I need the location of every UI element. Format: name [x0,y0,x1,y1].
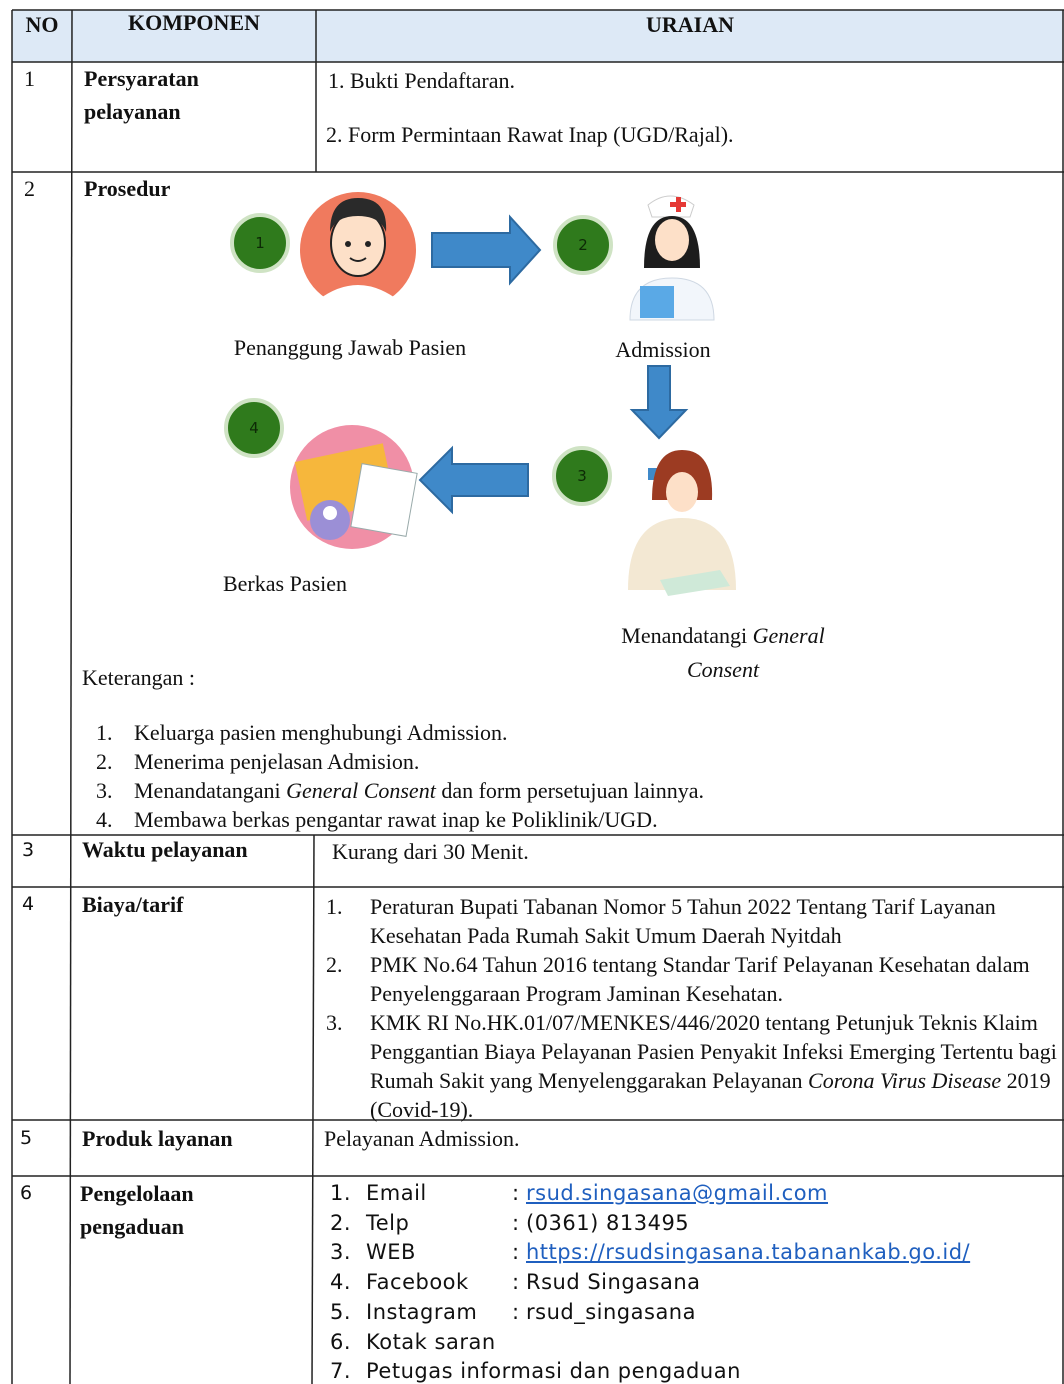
contact-marker: 1. [330,1181,352,1205]
item-text: PMK No.64 Tahun 2016 tentang Standar Tar… [370,952,1030,1006]
komponen: Pengelolaan pengaduan [80,1181,194,1239]
requirement: 1. Bukti Pendaftaran. [328,68,515,93]
note-text: Menandatangani General Consent dan form … [134,776,704,805]
step-number: 1 [255,234,265,252]
contact-marker: 5. [330,1299,352,1324]
komponen: Persyaratan pelayanan [84,66,199,124]
item-marker: 3. [326,1010,343,1035]
contact-link[interactable]: https://rsudsingasana.tabanankab.go.id/ [526,1240,971,1265]
row-no: 6 [20,1182,33,1204]
komponen: Biaya/tarif [82,892,184,917]
row-no: 4 [22,893,35,915]
header-uraian: URAIAN [646,12,734,37]
contact-value: rsud_singasana [526,1298,696,1327]
contact-marker: 4. [330,1270,352,1295]
contact-label: Instagram [366,1299,478,1324]
contact-label: Email [366,1181,427,1205]
text-segment: KMK RI No.HK.01/07/MENKES/446/2020 tenta… [370,1010,1057,1093]
contact-marker: 6. [330,1329,352,1354]
header-komponen: KOMPONEN [128,10,260,35]
contact-sep: : [512,1299,520,1324]
row-no: 3 [22,839,35,861]
item-text: Peraturan Bupati Tabanan Nomor 5 Tahun 2… [370,894,996,948]
step-number: 3 [577,467,587,485]
contact-value: Rsud Singasana [526,1268,701,1297]
text-segment: 2019 (Covid-19). [370,1068,1051,1122]
step-number: 2 [578,236,588,254]
row-no: 2 [24,176,35,201]
contact-sep: : [512,1240,520,1265]
contact-value: (0361) 813495 [526,1209,689,1238]
text-segment: dan form persetujuan lainnya. [435,778,705,803]
contact-label: Facebook [366,1270,469,1295]
contact-label: WEB [366,1240,416,1265]
note-marker: 3. [96,778,113,803]
note-text: Membawa berkas pengantar rawat inap ke P… [134,807,658,832]
diagram [224,192,736,596]
text-segment: Corona Virus Disease [808,1068,1002,1093]
row-no: 5 [20,1127,33,1149]
contact-marker: 7. [330,1359,352,1384]
header-bg [12,10,1064,62]
note-marker: 4. [96,807,113,832]
contact-text: Rsud Singasana [526,1270,701,1295]
note-text: Menerima penjelasan Admision. [134,749,420,774]
contact-marker: 3. [330,1240,352,1265]
contact-sep: : [512,1210,520,1235]
contact-label: Petugas informasi dan pengaduan [366,1359,741,1384]
item-marker: 2. [326,952,343,977]
komponen: Waktu pelayanan [82,837,248,862]
text-segment: General Consent [686,623,825,682]
komponen: Prosedur [84,176,171,201]
note-marker: 2. [96,749,113,774]
contact-link[interactable]: rsud.singasana@gmail.com [526,1181,829,1205]
komponen: Produk layanan [82,1126,233,1151]
step-label: Admission [615,337,711,362]
uraian-text: Kurang dari 30 Menit. [332,839,529,864]
contact-sep: : [512,1270,520,1295]
step-label: Penanggung Jawab Pasien [233,335,467,360]
contact-text: (0361) 813495 [526,1210,690,1235]
contact-sep: : [512,1181,520,1205]
uraian-text: Pelayanan Admission. [324,1126,520,1151]
item-text: KMK RI No.HK.01/07/MENKES/446/2020 tenta… [370,1008,1060,1124]
item-marker: 1. [326,894,343,919]
text-segment: Menandatangani [134,778,287,803]
contact-marker: 2. [330,1210,352,1235]
contact-label: Kotak saran [366,1329,496,1354]
header-no: NO [25,12,59,37]
contact-value: https://rsudsingasana.tabanankab.go.id/ [526,1238,970,1267]
row-no: 1 [24,66,35,91]
note-title: Keterangan : [82,665,195,690]
contact-value: rsud.singasana@gmail.com [526,1179,828,1208]
requirement: 2. Form Permintaan Rawat Inap (UGD/Rajal… [326,122,734,147]
table-lines [11,9,1064,1384]
contact-text: rsud_singasana [526,1299,696,1324]
step-number: 4 [249,419,259,437]
text-segment: Menandatangi [621,623,753,648]
step-label: Menandatangi General Consent [598,619,848,687]
text-segment: General Consent [286,778,436,803]
note-text: Keluarga pasien menghubungi Admission. [134,720,508,745]
step-label: Berkas Pasien [222,571,348,596]
contact-label: Telp [366,1210,410,1235]
note-marker: 1. [96,720,113,745]
